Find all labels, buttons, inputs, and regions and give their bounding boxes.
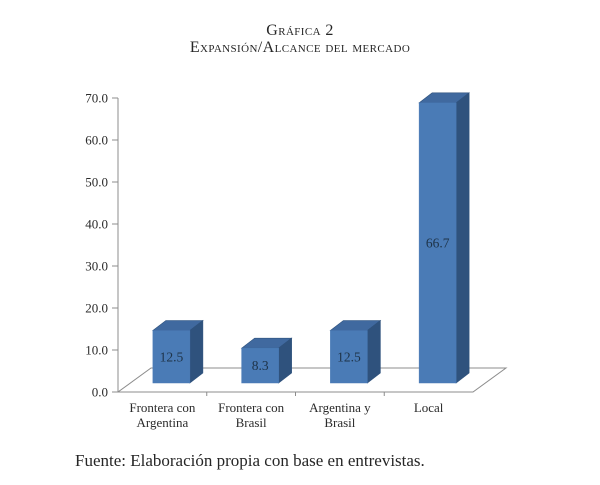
x-category-label: Frontera con — [218, 400, 285, 415]
y-tick-label: 10.0 — [85, 343, 108, 358]
bar-front-face — [152, 330, 191, 384]
source-note: Fuente: Elaboración propia con base en e… — [75, 451, 425, 470]
bar-side-face — [189, 319, 204, 384]
chart-floor — [116, 367, 508, 393]
bar-value-label: 66.7 — [426, 235, 450, 250]
y-tick-label: 70.0 — [85, 91, 108, 106]
chart-subtitle: Expansión/Alcance del mercado — [189, 39, 411, 56]
x-category-label: Brasil — [324, 415, 355, 430]
y-tick-label: 20.0 — [85, 301, 108, 316]
x-category-label: Argentina — [137, 415, 189, 430]
x-category-label: Brasil — [236, 415, 267, 430]
bar-front-face — [330, 330, 368, 384]
bar-side-face — [455, 92, 470, 384]
y-tick-label: 30.0 — [85, 259, 108, 274]
x-category-label: Local — [414, 400, 444, 415]
x-category-label: Frontera con — [129, 400, 196, 415]
y-tick-label: 40.0 — [85, 217, 108, 232]
chart-title: Gráfica 2 — [266, 22, 334, 39]
bar-value-label: 8.3 — [252, 358, 269, 373]
bar-front-face — [241, 347, 279, 384]
bar-side-face — [367, 319, 381, 384]
bar-value-label: 12.5 — [160, 349, 184, 364]
bar-front-face — [418, 102, 457, 384]
y-tick-label: 60.0 — [85, 133, 108, 148]
chart-title-block: Gráfica 2 Expansión/Alcance del mercado — [0, 22, 600, 56]
bar-value-label: 12.5 — [337, 349, 361, 364]
y-tick-label: 0.0 — [92, 385, 108, 400]
y-tick-label: 50.0 — [85, 175, 108, 190]
x-category-label: Argentina y — [309, 400, 371, 415]
